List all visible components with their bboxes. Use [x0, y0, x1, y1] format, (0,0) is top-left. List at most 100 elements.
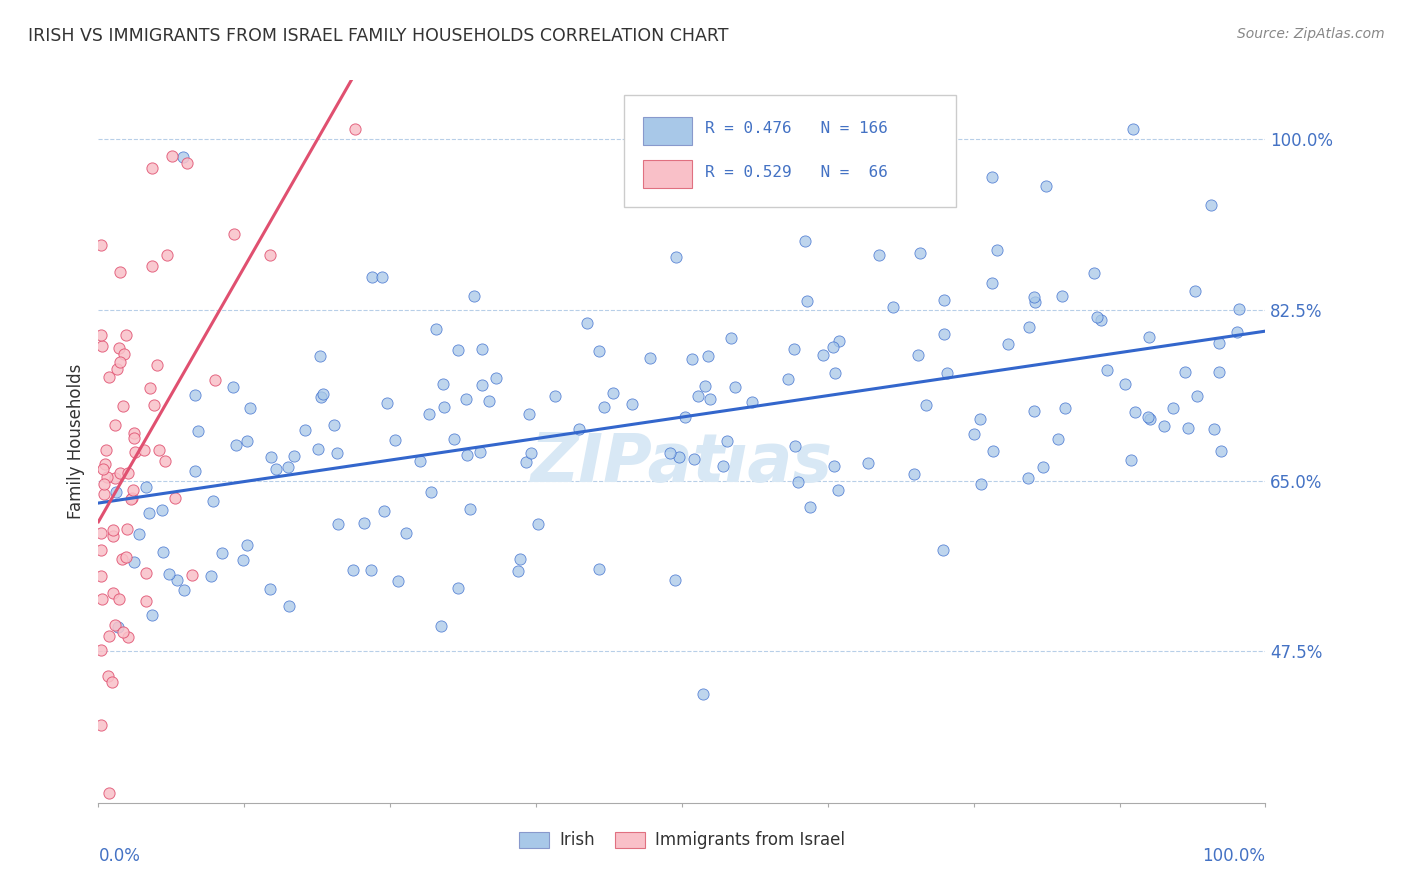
Point	[980, 169, 1002, 184]
Point	[997, 336, 1019, 351]
Point	[856, 456, 879, 470]
Point	[543, 388, 565, 402]
Point	[115, 522, 138, 536]
Point	[506, 565, 529, 579]
Point	[519, 445, 541, 459]
Text: R = 0.476   N = 166: R = 0.476 N = 166	[706, 121, 889, 136]
Point	[135, 480, 157, 494]
Point	[360, 563, 382, 577]
Point	[105, 484, 128, 499]
Point	[373, 504, 395, 518]
Point	[1035, 179, 1057, 194]
Point	[425, 322, 447, 336]
Point	[135, 566, 157, 581]
Point	[456, 448, 478, 462]
Point	[1139, 411, 1161, 425]
Point	[283, 449, 305, 463]
Point	[1046, 433, 1069, 447]
Point	[97, 786, 120, 800]
Point	[222, 227, 245, 241]
Point	[1085, 310, 1108, 324]
Point	[97, 668, 120, 682]
Point	[259, 248, 281, 262]
Point	[121, 483, 143, 497]
Point	[342, 563, 364, 577]
Text: R = 0.529   N =  66: R = 0.529 N = 66	[706, 164, 889, 179]
Point	[146, 358, 169, 372]
Point	[517, 407, 540, 421]
Point	[1095, 363, 1118, 377]
Point	[141, 608, 163, 623]
Point	[903, 467, 925, 482]
Point	[166, 573, 188, 587]
Point	[1024, 290, 1046, 304]
Point	[148, 443, 170, 458]
Point	[311, 391, 333, 405]
Point	[683, 451, 706, 466]
Point	[101, 674, 124, 689]
Point	[176, 156, 198, 170]
Point	[98, 369, 121, 384]
Point	[222, 380, 245, 394]
Point	[1204, 422, 1226, 436]
Point	[326, 446, 349, 460]
Point	[202, 494, 225, 508]
Point	[458, 502, 481, 516]
Point	[969, 412, 991, 426]
Point	[443, 432, 465, 446]
Point	[986, 244, 1008, 258]
Point	[259, 582, 281, 596]
Point	[105, 362, 128, 376]
Point	[1032, 459, 1054, 474]
Point	[471, 342, 494, 356]
Point	[104, 417, 127, 432]
Point	[117, 630, 139, 644]
Point	[160, 149, 183, 163]
Point	[602, 385, 624, 400]
Point	[716, 434, 738, 449]
Point	[200, 568, 222, 582]
Y-axis label: Family Households: Family Households	[66, 364, 84, 519]
Point	[94, 443, 117, 458]
Point	[786, 475, 808, 489]
Point	[593, 400, 616, 414]
Point	[811, 348, 834, 362]
Point	[308, 350, 330, 364]
Point	[117, 467, 139, 481]
Point	[1090, 313, 1112, 327]
Point	[432, 377, 454, 392]
Point	[387, 574, 409, 588]
Point	[1137, 409, 1160, 424]
Point	[934, 293, 956, 308]
Point	[104, 618, 127, 632]
Point	[236, 538, 259, 552]
Point	[150, 502, 173, 516]
Point	[157, 566, 180, 581]
Point	[141, 259, 163, 273]
Point	[1024, 295, 1046, 310]
Point	[509, 552, 531, 566]
Point	[823, 340, 845, 354]
Point	[447, 343, 470, 357]
Point	[1153, 418, 1175, 433]
Point	[981, 276, 1004, 290]
Point	[264, 462, 287, 476]
Point	[135, 594, 157, 608]
Point	[111, 625, 134, 640]
Point	[384, 433, 406, 447]
Point	[783, 343, 806, 357]
Point	[673, 410, 696, 425]
Point	[93, 476, 115, 491]
Point	[1123, 405, 1146, 419]
Point	[152, 544, 174, 558]
Point	[420, 484, 443, 499]
Point	[153, 453, 176, 467]
Point	[1173, 365, 1195, 379]
Point	[90, 718, 112, 732]
Point	[138, 381, 160, 395]
Point	[114, 328, 136, 343]
Point	[1022, 404, 1045, 418]
Point	[91, 339, 114, 353]
Point	[236, 434, 259, 448]
Point	[1211, 444, 1233, 458]
